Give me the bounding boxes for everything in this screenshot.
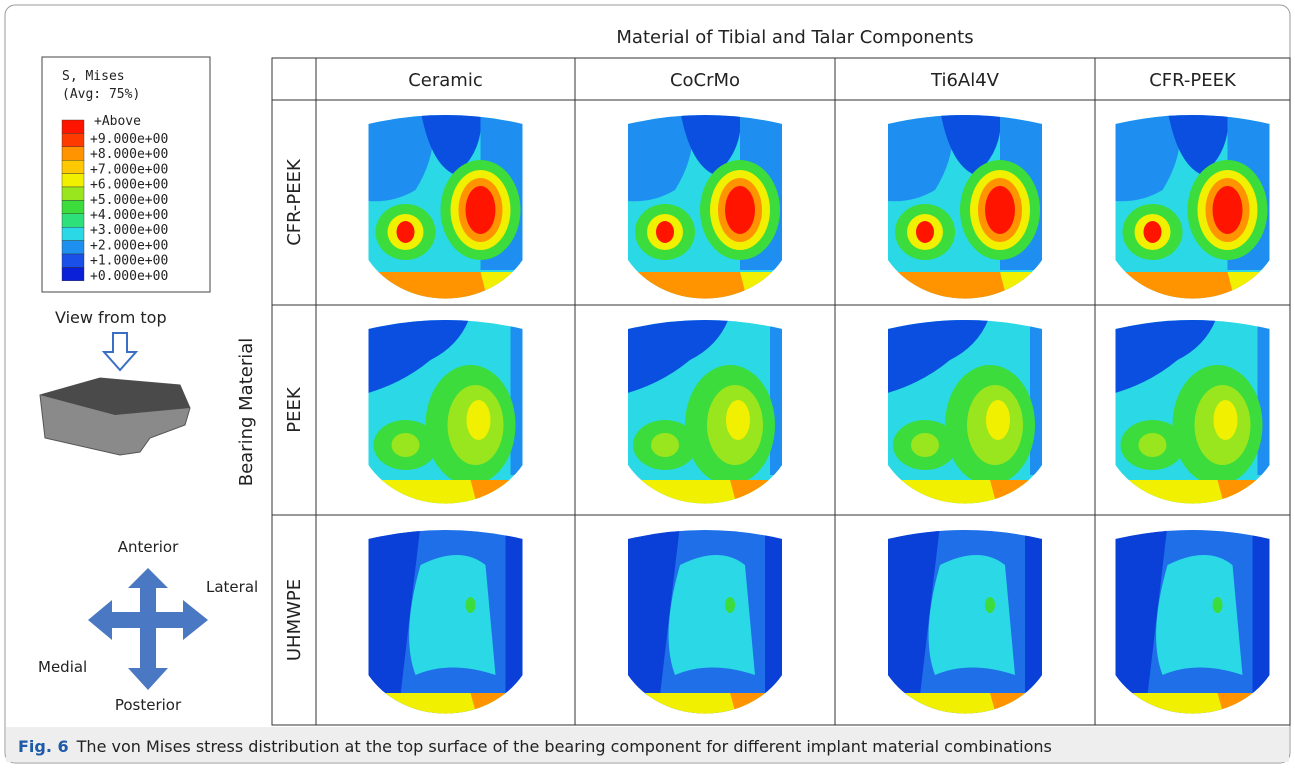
legend-swatch bbox=[62, 214, 84, 227]
legend-swatch bbox=[62, 187, 84, 200]
legend-level: +3.000e+00 bbox=[90, 223, 168, 238]
row-label: UHMWPE bbox=[284, 579, 305, 661]
anterior-label: Anterior bbox=[118, 538, 179, 556]
row-label: PEEK bbox=[284, 386, 305, 433]
view-label: View from top bbox=[55, 308, 167, 327]
figure: Fig. 6 The von Mises stress distribution … bbox=[0, 0, 1295, 768]
lateral-label: Lateral bbox=[206, 578, 258, 596]
legend-swatch bbox=[62, 227, 84, 240]
legend-level: +7.000e+00 bbox=[90, 162, 168, 177]
legend-swatch bbox=[62, 160, 84, 173]
column-label: Ti6Al4V bbox=[930, 70, 1000, 91]
caption: Fig. 6 The von Mises stress distribution … bbox=[18, 737, 1052, 756]
legend-title: S, Mises bbox=[62, 69, 125, 84]
legend-level: +4.000e+00 bbox=[90, 208, 168, 223]
legend-swatch bbox=[62, 133, 84, 146]
legend-level: +5.000e+00 bbox=[90, 193, 168, 208]
legend-swatch bbox=[62, 120, 84, 133]
column-label: CFR-PEEK bbox=[1149, 70, 1237, 91]
caption-label: Fig. 6 bbox=[18, 737, 69, 756]
legend-swatch bbox=[62, 147, 84, 160]
medial-label: Medial bbox=[38, 658, 87, 676]
row-header: Bearing Material bbox=[236, 338, 257, 487]
legend-level: +6.000e+00 bbox=[90, 178, 168, 193]
legend-swatch bbox=[62, 174, 84, 187]
legend-level: +0.000e+00 bbox=[90, 269, 168, 284]
legend-swatch bbox=[62, 200, 84, 213]
legend-level: +8.000e+00 bbox=[90, 147, 168, 162]
column-label: CoCrMo bbox=[670, 70, 740, 91]
legend-level: +2.000e+00 bbox=[90, 238, 168, 253]
table: Ceramic CoCrMo Ti6Al4V CFR-PEEK CFR-PEEK PEEK… bbox=[272, 58, 1290, 768]
legend-swatch bbox=[62, 241, 84, 254]
legend-swatch bbox=[62, 254, 84, 267]
page: Fig. 6 The von Mises stress distribution … bbox=[0, 0, 1295, 768]
legend-swatch bbox=[62, 267, 84, 280]
column-header: Material of Tibial and Talar Components bbox=[616, 27, 973, 48]
row-label: CFR-PEEK bbox=[284, 158, 305, 246]
posterior-label: Posterior bbox=[115, 696, 182, 714]
column-label: Ceramic bbox=[408, 70, 483, 91]
legend-scale: +9.000e+00+8.000e+00+7.000e+00+6.000e+00… bbox=[62, 120, 168, 284]
legend-level: +9.000e+00 bbox=[90, 132, 168, 147]
legend-level: +1.000e+00 bbox=[90, 254, 168, 269]
caption-text: The von Mises stress distribution at the… bbox=[76, 737, 1052, 756]
legend-subtitle: (Avg: 75%) bbox=[62, 87, 140, 102]
legend-above: +Above bbox=[94, 114, 141, 129]
